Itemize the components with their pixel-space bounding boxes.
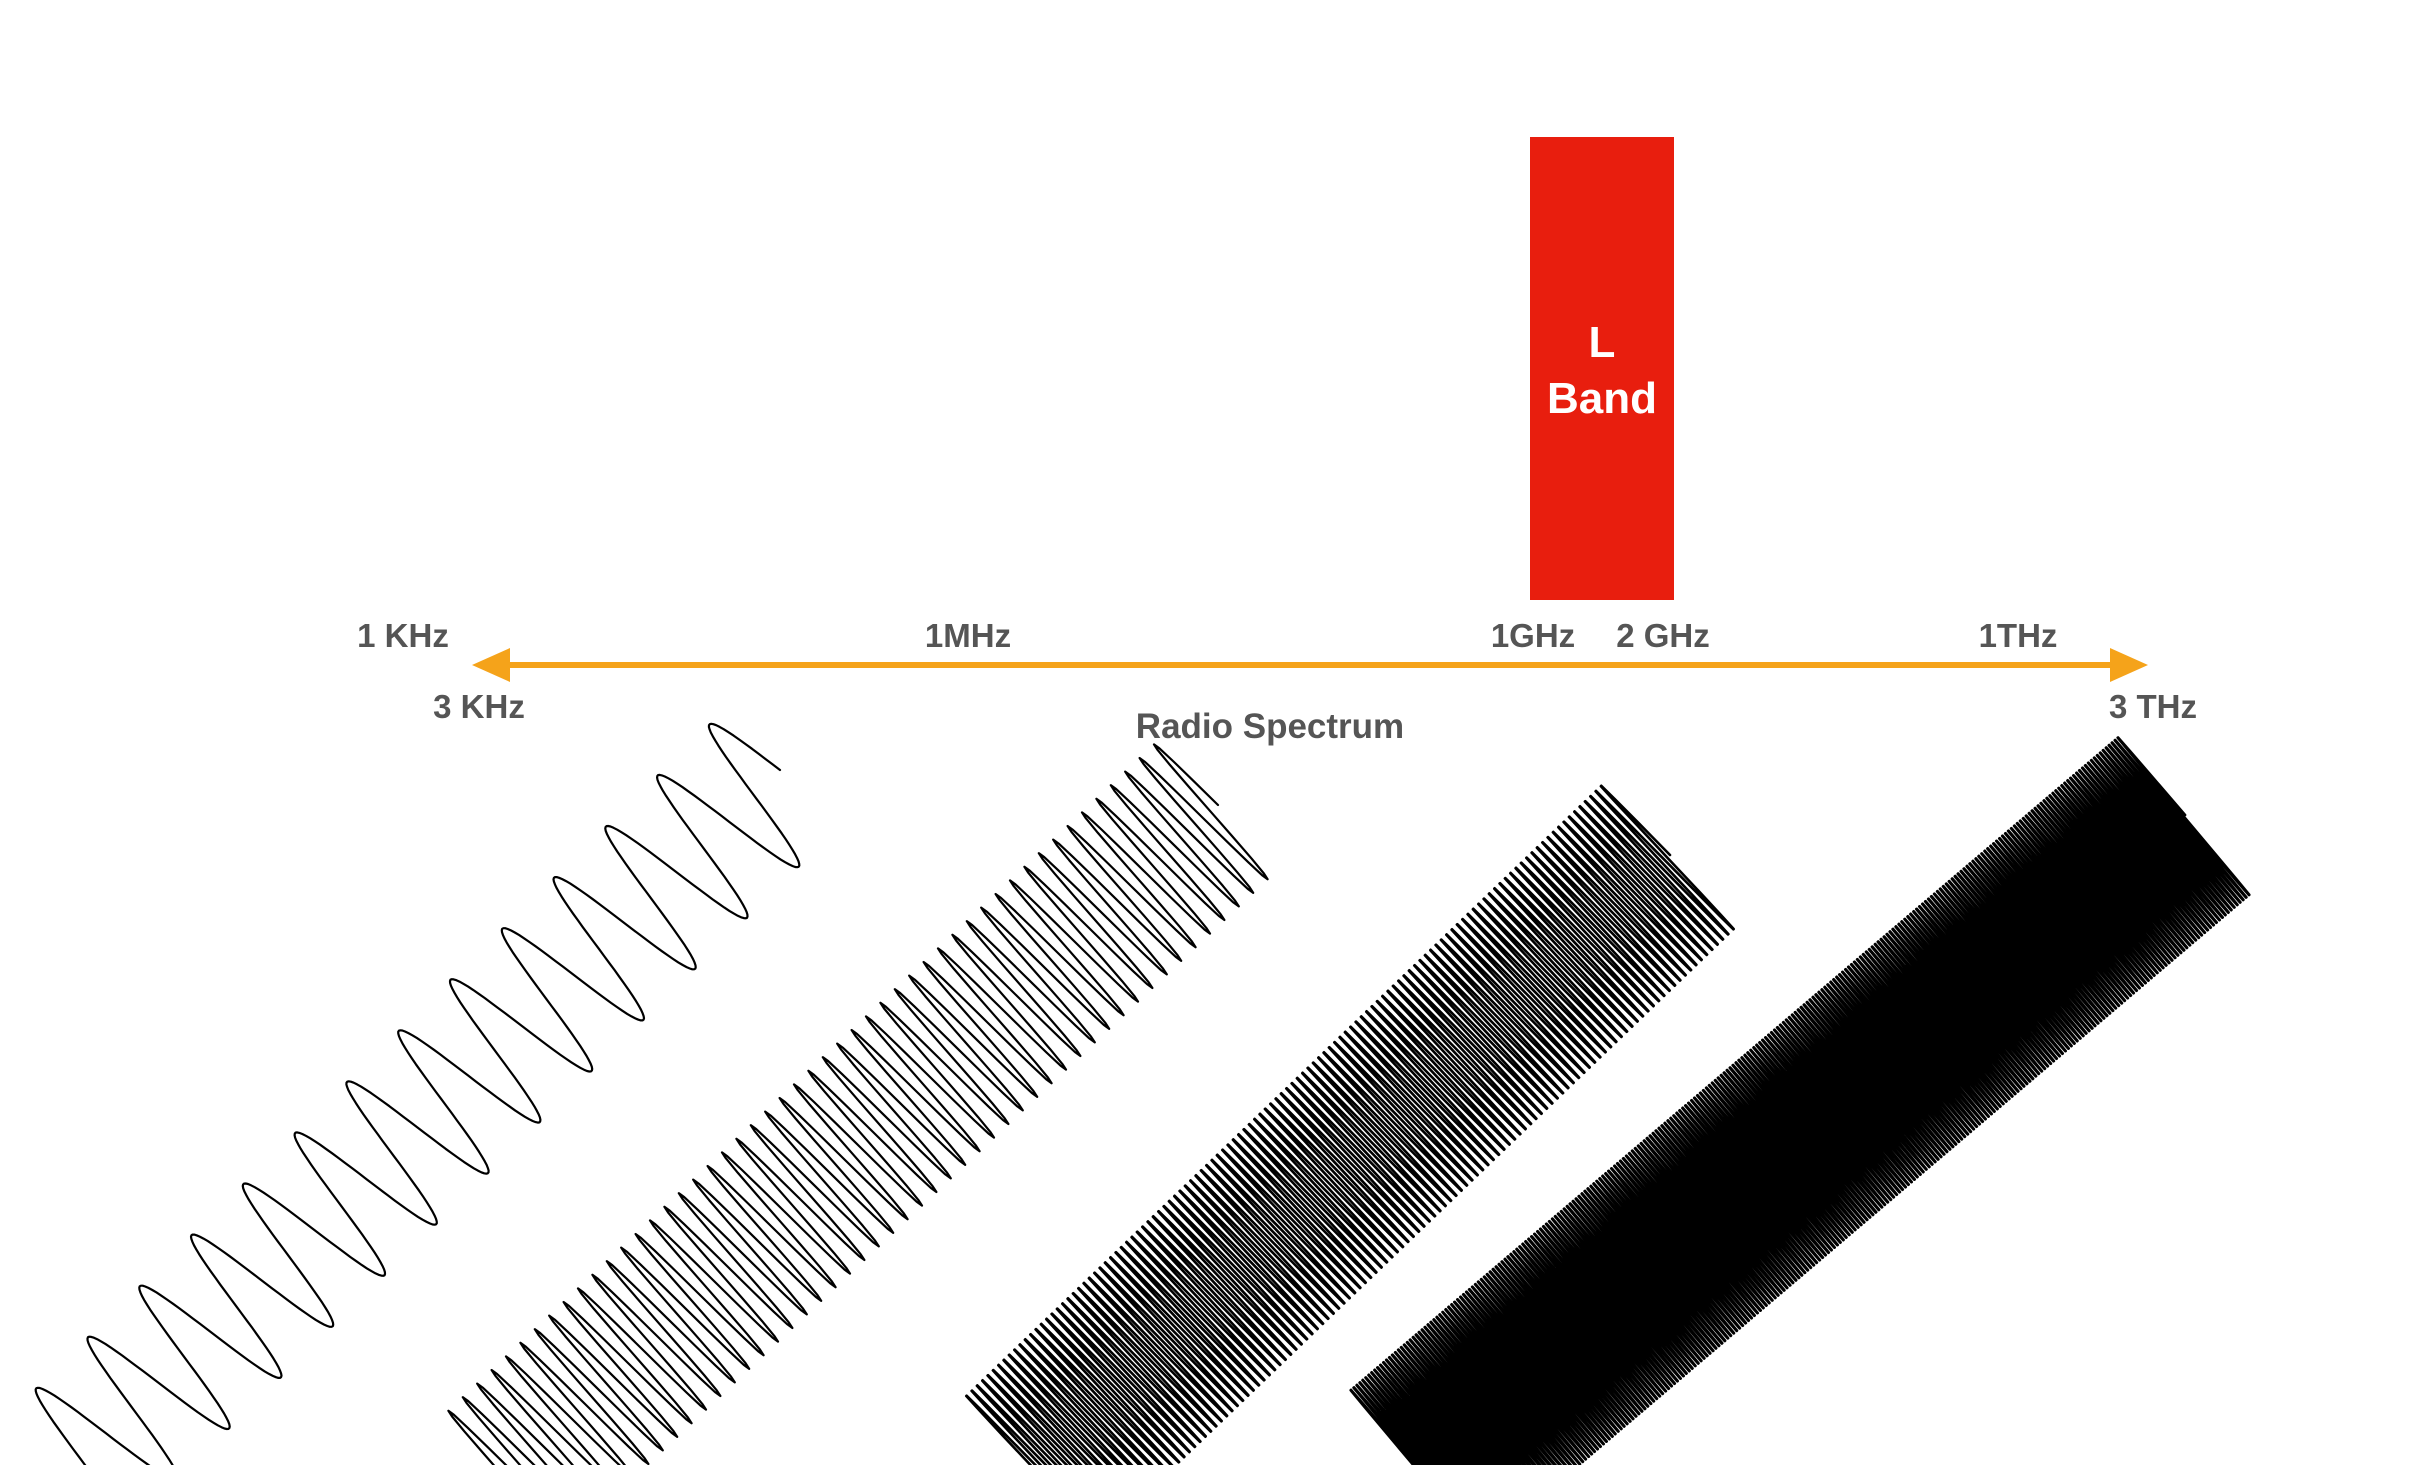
spectrum-title: Radio Spectrum	[1136, 707, 1404, 746]
tick-label-2ghz: 2 GHz	[1616, 617, 1710, 654]
tick-label-3khz: 3 KHz	[433, 688, 525, 725]
tick-label-1mhz: 1MHz	[925, 617, 1011, 654]
upper-tick-labels: 1 KHz 1MHz 1GHz 2 GHz 1THz	[357, 617, 2057, 654]
l-band-label-line1: L	[1589, 318, 1616, 367]
very-high-frequency-wave	[1349, 736, 2251, 1465]
l-band-block: L Band	[1530, 137, 1674, 600]
medium-frequency-wave	[447, 743, 1269, 1465]
tick-label-1ghz: 1GHz	[1491, 617, 1575, 654]
spectrum-axis	[472, 648, 2148, 682]
low-frequency-wave	[34, 722, 801, 1465]
arrowhead-right	[2110, 648, 2148, 682]
l-band-rect	[1530, 137, 1674, 600]
tick-label-1khz: 1 KHz	[357, 617, 449, 654]
tick-label-3thz: 3 THz	[2109, 688, 2197, 725]
frequency-waves	[34, 722, 2251, 1465]
tick-label-1thz: 1THz	[1979, 617, 2058, 654]
l-band-label-line2: Band	[1547, 374, 1657, 423]
arrowhead-left	[472, 648, 510, 682]
high-frequency-wave	[965, 784, 1735, 1465]
lower-tick-labels: 3 KHz 3 THz	[433, 688, 2197, 725]
